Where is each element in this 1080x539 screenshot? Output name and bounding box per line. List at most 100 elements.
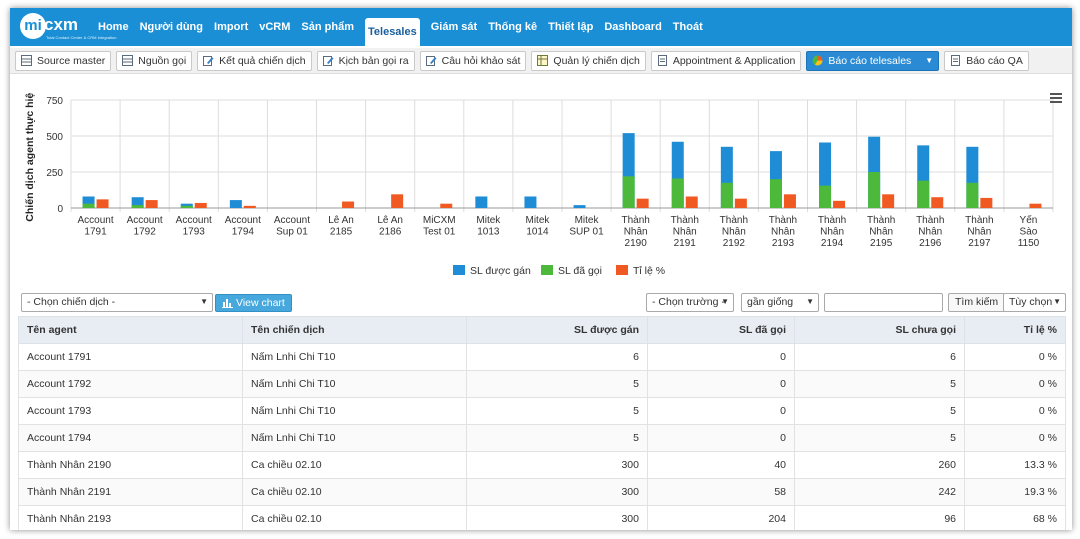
campaign-select-value: - Chọn chiến dịch - — [27, 296, 116, 308]
nav-item[interactable]: Sản phẩm — [301, 21, 354, 33]
bar-assigned — [475, 196, 488, 208]
col-assigned[interactable]: SL được gán — [466, 316, 648, 344]
view-chart-button[interactable]: View chart — [215, 294, 292, 312]
nav-item[interactable]: Thoát — [672, 21, 703, 33]
x-tick-label: 2186 — [379, 227, 402, 238]
x-tick-label: Lê An — [328, 215, 354, 226]
nav-item[interactable]: Giám sát — [430, 21, 478, 33]
table-cell: Account 1793 — [18, 397, 243, 425]
toolbar-button-label: Kịch bản gọi ra — [338, 54, 409, 67]
match-select[interactable]: gần giống ▼ — [741, 293, 819, 312]
bar-called — [966, 182, 979, 208]
x-tick-label: 2196 — [919, 238, 942, 249]
bar-chart-icon — [222, 299, 233, 308]
bar-rate — [96, 199, 109, 208]
table-cell: 5 — [794, 397, 965, 425]
edit-icon — [425, 55, 437, 66]
legend-swatch — [616, 265, 628, 275]
bar-called — [622, 176, 635, 208]
options-select[interactable]: Tùy chọn ▼ — [1003, 293, 1066, 312]
table-cell: 0 % — [964, 370, 1066, 398]
bar-rate — [734, 198, 747, 208]
nav-item[interactable]: vCRM — [259, 21, 291, 33]
toolbar-button[interactable]: Nguồn gọi — [116, 50, 193, 71]
toolbar-button[interactable]: Source master — [15, 50, 112, 71]
table-cell: 260 — [794, 451, 965, 479]
y-tick-label: 250 — [46, 168, 63, 179]
table-icon — [122, 55, 134, 66]
table-row[interactable]: Thành Nhân 2191 Ca chiều 02.10 300 58 242 19.… — [18, 478, 1066, 506]
bar-rate — [931, 197, 944, 208]
x-tick-label: 1014 — [526, 227, 549, 238]
nav-item[interactable]: Thống kê — [488, 21, 538, 33]
table-row[interactable]: Account 1794 Nấm Lnhi Chi T10 5 0 5 0 % — [18, 424, 1066, 452]
x-tick-label: 1150 — [1018, 238, 1040, 249]
col-not-called[interactable]: SL chưa gọi — [794, 316, 965, 344]
col-campaign-name[interactable]: Tên chiến dịch — [242, 316, 467, 344]
toolbar-button[interactable]: Câu hỏi khảo sát — [419, 50, 527, 71]
table-cell: 19.3 % — [964, 478, 1066, 506]
search-input[interactable] — [824, 293, 943, 312]
table-cell: 58 — [647, 478, 795, 506]
x-tick-label: Account — [274, 215, 310, 226]
bar-rate — [440, 203, 453, 208]
table-cell: Account 1792 — [18, 370, 243, 398]
field-select[interactable]: - Chọn trường - ▼ — [646, 293, 734, 312]
nav-item[interactable]: Telesales — [365, 18, 420, 46]
x-tick-label: Thành — [965, 215, 993, 226]
table-cell: Ca chiều 02.10 — [242, 451, 467, 479]
toolbar-button[interactable]: Báo cáo telesales ▼ — [806, 50, 940, 71]
toolbar-button[interactable]: Báo cáo QA — [944, 50, 1029, 71]
x-tick-label: 1793 — [183, 227, 206, 238]
bar-called — [917, 180, 930, 208]
table-row[interactable]: Account 1792 Nấm Lnhi Chi T10 5 0 5 0 % — [18, 370, 1066, 398]
toolbar-button[interactable]: Appointment & Application — [650, 50, 802, 71]
table-row[interactable]: Account 1791 Nấm Lnhi Chi T10 6 0 6 0 % — [18, 343, 1066, 371]
bar-called — [131, 205, 144, 208]
bar-rate — [391, 194, 404, 208]
table-cell: Thành Nhân 2191 — [18, 478, 243, 506]
bar-called — [819, 185, 832, 208]
bar-assigned — [573, 205, 586, 208]
x-tick-label: Nhân — [820, 227, 844, 238]
table-row[interactable]: Thành Nhân 2190 Ca chiều 02.10 300 40 260 13.… — [18, 451, 1066, 479]
bar-assigned — [229, 200, 242, 208]
nav-item[interactable]: Thiết lập — [548, 21, 594, 33]
chevron-down-icon: ▼ — [806, 297, 814, 306]
toolbar-button-label: Câu hỏi khảo sát — [441, 54, 521, 67]
x-tick-label: 2195 — [870, 238, 893, 249]
x-tick-label: 2185 — [330, 227, 353, 238]
legend-label: SL được gán — [470, 265, 531, 277]
col-agent-name[interactable]: Tên agent — [18, 316, 243, 344]
nav-item[interactable]: Dashboard — [604, 21, 662, 33]
x-tick-label: MiCXM — [423, 215, 456, 226]
bar-rate — [783, 194, 796, 208]
search-button[interactable]: Tìm kiếm — [948, 293, 1006, 312]
table-cell: 0 — [647, 343, 795, 371]
legend-swatch — [541, 265, 553, 275]
x-tick-label: Account — [127, 215, 163, 226]
x-tick-label: Nhân — [771, 227, 795, 238]
x-tick-label: Sào — [1020, 227, 1038, 238]
chart-menu-icon[interactable] — [1049, 92, 1063, 104]
x-tick-label: Account — [225, 215, 261, 226]
campaign-select[interactable]: - Chọn chiến dịch - ▼ — [21, 293, 213, 312]
chevron-down-icon: ▼ — [200, 297, 208, 306]
table-cell: Nấm Lnhi Chi T10 — [242, 424, 467, 452]
logo[interactable]: mi cxm Total Contact Center & CRM Integr… — [20, 13, 116, 43]
table-row[interactable]: Account 1793 Nấm Lnhi Chi T10 5 0 5 0 % — [18, 397, 1066, 425]
col-rate[interactable]: Tỉ lệ % — [964, 316, 1066, 344]
x-tick-label: Thành — [671, 215, 699, 226]
nav-item[interactable]: Import — [214, 21, 249, 33]
nav-item[interactable]: Người dùng — [139, 21, 204, 33]
toolbar-button[interactable]: Quản lý chiến dịch — [531, 50, 646, 71]
toolbar-button[interactable]: Kịch bản gọi ra — [316, 50, 415, 71]
x-tick-label: 2192 — [723, 238, 746, 249]
table-row[interactable]: Thành Nhân 2193 Ca chiều 02.10 300 204 96 68 … — [18, 505, 1066, 530]
toolbar-button[interactable]: Kết quả chiến dịch — [197, 50, 312, 71]
y-tick-label: 500 — [46, 132, 63, 143]
nav-item[interactable]: Home — [98, 21, 129, 33]
table-cell: 13.3 % — [964, 451, 1066, 479]
toolbar-button-label: Báo cáo telesales — [828, 54, 912, 67]
col-called[interactable]: SL đã gọi — [647, 316, 795, 344]
